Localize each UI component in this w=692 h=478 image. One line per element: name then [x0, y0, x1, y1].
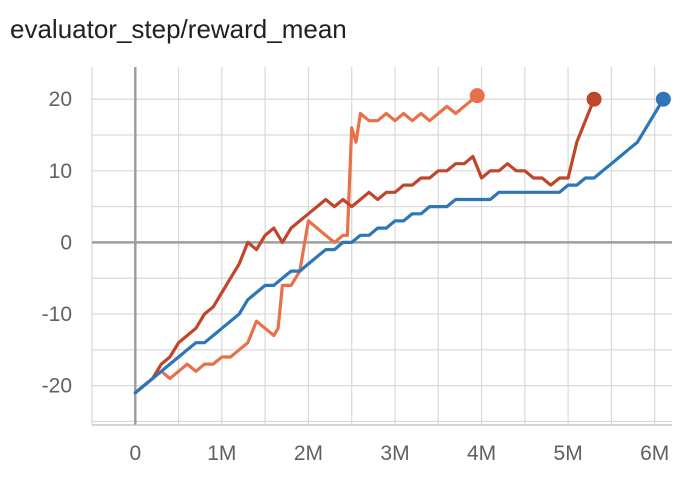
y-tick-label: -20 — [42, 375, 72, 398]
x-tick-label: 0 — [129, 442, 141, 465]
y-tick-label: -10 — [42, 303, 72, 326]
x-tick-label: 2M — [294, 442, 323, 465]
x-tick-label: 4M — [467, 442, 496, 465]
x-tick-label: 1M — [207, 442, 236, 465]
y-tick-label: 0 — [60, 231, 72, 254]
x-tick-label: 5M — [554, 442, 583, 465]
series-line-1 — [133, 93, 479, 395]
series-end-marker-1 — [469, 88, 485, 104]
series-end-marker-3 — [655, 91, 671, 107]
series-line-2 — [133, 97, 596, 395]
series-end-marker-2 — [586, 91, 602, 107]
x-tick-label: 3M — [380, 442, 409, 465]
x-tick-label: 6M — [640, 442, 669, 465]
series-line-3 — [133, 97, 665, 395]
chart-title: evaluator_step/reward_mean — [10, 14, 347, 44]
y-tick-label: 10 — [49, 160, 72, 183]
y-tick-label: 20 — [49, 88, 72, 111]
